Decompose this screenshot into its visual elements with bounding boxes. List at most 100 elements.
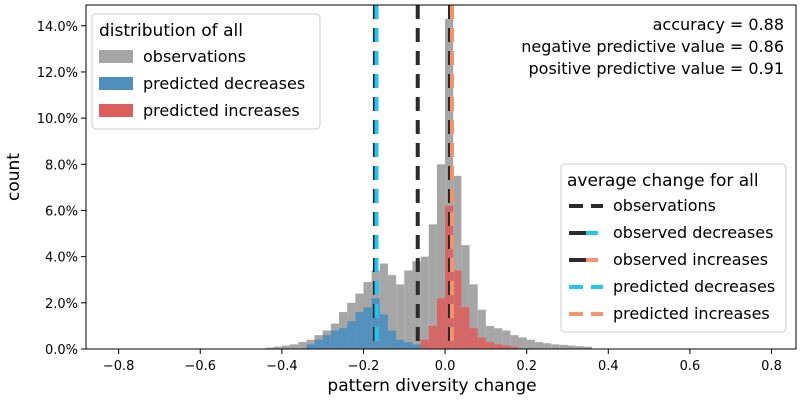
predicted-decreases-bar [314, 339, 323, 349]
legend-label-observed-increases: observed increases [613, 250, 768, 269]
legend-label-predicted-decreases: predicted decreases [143, 74, 305, 93]
observations-bar [551, 344, 560, 349]
legend-label-predicted-increases: predicted increases [613, 304, 770, 323]
predicted-increases-bar [485, 342, 495, 349]
observations-bar [461, 245, 470, 349]
observations-bar [485, 325, 495, 349]
observations-bar [379, 263, 388, 349]
metrics-annotation: accuracy = 0.88 negative predictive valu… [521, 15, 784, 78]
predicted-increases-bar [502, 345, 511, 349]
observations-bar [567, 345, 576, 349]
predicted-decreases-bar [330, 330, 339, 349]
observations-bar [534, 342, 544, 349]
negative-predictive-value-text: negative predictive value = 0.86 [521, 37, 784, 56]
legend-box [560, 163, 787, 333]
average-lines [372, 5, 455, 349]
legend-distribution: distribution of all observations predict… [91, 13, 321, 130]
observations-bar [436, 164, 446, 349]
legend-label-observed-decreases: observed decreases [613, 223, 773, 242]
predicted-decreases-bar [338, 328, 348, 349]
legend-swatch-observations [99, 50, 133, 63]
observations-bar [273, 346, 282, 349]
observations-bar [518, 337, 527, 349]
observations-bar [387, 275, 397, 349]
legend-swatch-predicted-decreases [99, 77, 133, 90]
predicted-decreases-bar [322, 335, 331, 349]
observations-bar [543, 343, 552, 349]
x-tick-label: 0.8 [761, 359, 782, 374]
y-tick-label: 10.0% [37, 112, 78, 127]
predicted-increases-bars [420, 205, 519, 349]
observations-bar [453, 175, 462, 349]
y-tick-label: 2.0% [45, 297, 78, 312]
legend-swatch-predicted-increases [99, 104, 133, 117]
accuracy-text: accuracy = 0.88 [653, 15, 784, 34]
y-tick-label: 6.0% [45, 204, 78, 219]
observations-bar [469, 284, 478, 349]
observations-bar [396, 284, 405, 349]
observations-bar [290, 344, 299, 349]
legend-title: average change for all [567, 171, 759, 191]
y-axis-ticks: 0.0% 2.0% 4.0% 6.0% 8.0% 10.0% 12.0% 14.0% [37, 20, 86, 358]
predicted-decreases-bar [404, 342, 413, 349]
observations-bar [583, 346, 592, 349]
observations-bar [494, 328, 503, 349]
observations-bar [510, 335, 519, 349]
legend-title: distribution of all [99, 21, 243, 41]
x-tick-label: 0.4 [598, 359, 619, 374]
observations-bar [265, 347, 274, 349]
predicted-increases-bar [510, 346, 519, 349]
x-axis-ticks: −0.8 −0.6 −0.4 −0.2 0.0 0.2 0.4 0.6 0.8 [103, 349, 782, 374]
observations-bar [420, 256, 429, 349]
predicted-decreases-bar [347, 321, 356, 349]
observations-bar [575, 346, 584, 349]
predicted-decreases-bar [363, 307, 372, 349]
x-axis-label: pattern diversity change [327, 376, 536, 396]
predicted-increases-bar [494, 344, 503, 349]
observations-bar [428, 224, 437, 349]
predicted-increases-bar [445, 205, 454, 349]
legend-label-observations: observations [613, 196, 716, 215]
x-tick-label: 0.6 [680, 359, 701, 374]
legend-box [91, 13, 321, 130]
x-tick-label: −0.2 [348, 359, 380, 374]
predicted-decreases-bar [387, 330, 397, 349]
legend-label-predicted-increases: predicted increases [143, 101, 300, 120]
observations-bar [281, 345, 291, 349]
predicted-increases-bar [436, 298, 446, 349]
legend-label-observations: observations [143, 47, 246, 66]
y-tick-label: 0.0% [45, 343, 78, 358]
x-tick-label: 0.2 [516, 359, 537, 374]
observations-bar [445, 18, 454, 349]
predicted-increases-bar [469, 328, 478, 349]
predicted-increases-bar [477, 337, 486, 349]
predicted-increases-bar [453, 270, 462, 349]
positive-predictive-value-text: positive predictive value = 0.91 [529, 59, 785, 78]
legend-label-predicted-decreases: predicted decreases [613, 277, 775, 296]
predicted-decreases-bar [371, 298, 380, 349]
predicted-decreases-bar [379, 314, 388, 349]
predicted-decreases-bar [306, 344, 315, 349]
predicted-increases-bar [420, 339, 429, 349]
predicted-increases-bar [428, 325, 437, 349]
predicted-increases-bar [461, 307, 470, 349]
predicted-decreases-bar [412, 344, 421, 349]
observations-bar [502, 330, 511, 349]
legend-average: average change for all observations obse… [560, 163, 787, 333]
predicted-decreases-bar [355, 312, 364, 349]
y-tick-label: 14.0% [37, 20, 78, 35]
x-tick-label: −0.6 [184, 359, 216, 374]
observations-bar [477, 309, 486, 349]
observations-bar [559, 344, 568, 349]
y-tick-label: 12.0% [37, 66, 78, 81]
plot-frame [85, 4, 797, 350]
x-tick-label: −0.4 [266, 359, 298, 374]
x-tick-label: −0.8 [103, 359, 135, 374]
x-tick-label: 0.0 [435, 359, 456, 374]
predicted-decreases-bar [396, 339, 405, 349]
observations-bar [526, 339, 535, 349]
y-tick-label: 8.0% [45, 158, 78, 173]
observations-bar [404, 270, 413, 349]
y-axis-label: count [4, 153, 24, 201]
